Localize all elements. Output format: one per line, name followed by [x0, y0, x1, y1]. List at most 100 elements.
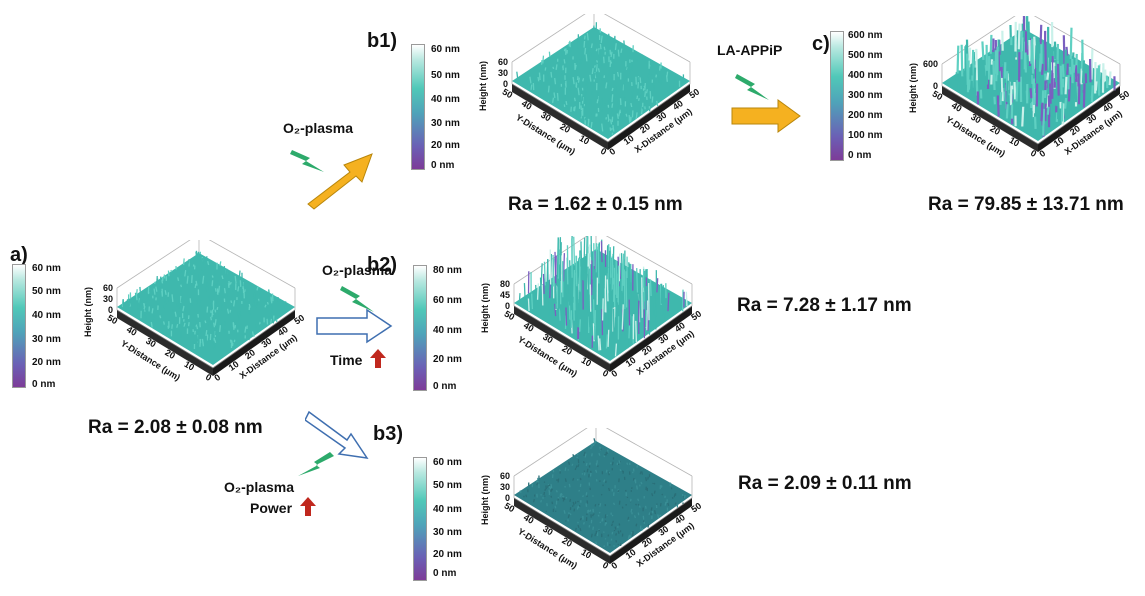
surface-spike	[640, 481, 643, 485]
surface-spike	[551, 97, 555, 103]
z-tick-label: 0	[108, 305, 113, 315]
surface-spike	[651, 493, 654, 497]
x-tick-label: 50	[687, 87, 701, 101]
x-tick-label: 0	[609, 368, 619, 379]
surface-spike	[175, 278, 177, 281]
y-tick-label: 20	[988, 123, 1002, 137]
surface-spike	[516, 71, 519, 79]
surface-spike	[592, 526, 595, 530]
y-tick-label: 0	[601, 368, 610, 379]
surface-spike	[554, 55, 557, 61]
colorbar-b3: 60 nm 50 nm 40 nm 30 nm 20 nm 0 nm	[413, 455, 473, 585]
surface-spike	[143, 302, 146, 308]
orange-arrow-to-b1	[307, 153, 373, 210]
surface-spike	[210, 326, 213, 330]
y-tick-label: 10	[579, 547, 593, 561]
surface-spike	[589, 74, 592, 82]
surface-spike	[612, 125, 615, 132]
surface-spike	[1028, 96, 1032, 104]
surface-spike	[564, 279, 567, 302]
height-axis-label: Height (nm)	[480, 475, 490, 525]
surface-spike	[587, 119, 590, 127]
surface-spike	[1015, 79, 1019, 102]
colorbar-a: 60 nm 50 nm 40 nm 30 nm 20 nm 0 nm	[12, 262, 72, 392]
colorbar-gradient	[830, 31, 844, 161]
surface-spike	[601, 123, 604, 132]
surface-spike	[1005, 104, 1009, 119]
axes-front-edge	[1037, 85, 1121, 145]
surface-spike	[603, 455, 606, 458]
y-tick-label: 50	[503, 309, 517, 323]
surface-spike	[593, 72, 596, 79]
surface-spike	[1042, 108, 1045, 136]
colorbar-tick: 20 nm	[433, 549, 462, 560]
x-tick-label: 20	[640, 535, 654, 549]
surface-spike	[180, 289, 182, 292]
surface-spike	[630, 92, 633, 99]
x-tick-label: 10	[1052, 135, 1066, 149]
surface-spike	[557, 498, 560, 501]
surface-spike	[214, 288, 217, 292]
colorbar-tick: 50 nm	[433, 480, 462, 491]
o2-plasma-text: O₂-plasma	[283, 120, 354, 136]
surface-spike	[569, 498, 572, 502]
surface-spike	[138, 299, 141, 307]
surface-spike	[573, 97, 576, 102]
surface-spike	[177, 277, 180, 282]
surface-spike	[1010, 66, 1014, 86]
surface-spike	[584, 117, 587, 121]
surface-spike	[574, 467, 577, 471]
surface-spike	[560, 255, 563, 293]
surface-spike	[619, 468, 622, 472]
axes-front-edge	[513, 497, 611, 557]
surface-spike	[638, 505, 641, 508]
surface-spike	[577, 327, 580, 340]
y-tick-label: 0	[1029, 148, 1038, 159]
surface-spike	[661, 493, 664, 496]
surface-spike	[1030, 118, 1035, 137]
surface-spike	[1030, 38, 1034, 64]
surface-spike	[1040, 102, 1044, 122]
x-tick-label: 40	[276, 324, 290, 338]
surface-spike	[653, 490, 656, 494]
colorbar-ticks: 80 nm 60 nm 40 nm 20 nm 0 nm	[433, 263, 478, 393]
surface-spike	[1064, 76, 1068, 95]
surface-spike	[229, 339, 232, 343]
surface-spike	[604, 329, 607, 348]
surface-spike	[548, 484, 551, 487]
y-tick-label: 0	[204, 372, 213, 383]
surface-spike	[155, 286, 158, 292]
surface-spike	[563, 59, 566, 64]
surface-spike	[645, 477, 647, 482]
surface-spike	[253, 334, 256, 338]
x-tick-label: 0	[212, 372, 222, 383]
surface-spike	[595, 479, 598, 482]
surface-spike	[532, 498, 535, 503]
surface-spike	[220, 352, 223, 356]
y-tick-label: 40	[522, 320, 536, 334]
panel-label-c: c)	[812, 33, 830, 55]
colorbar-tick: 30 nm	[32, 334, 61, 345]
surface-spike	[601, 106, 604, 113]
surface-spike	[584, 81, 587, 87]
surface-spike	[128, 298, 131, 306]
surface-spike	[540, 499, 542, 503]
y-tick-label: 30	[539, 110, 553, 124]
surface-spike	[221, 275, 224, 280]
y-tick-label: 30	[969, 112, 983, 126]
z-tick-label: 600	[923, 59, 938, 69]
surface-spike	[981, 98, 985, 106]
colorbar-tick: 0 nm	[433, 381, 457, 392]
surface-spike	[564, 478, 567, 482]
lightning-icon	[298, 452, 334, 476]
colorbar-ticks: 60 nm 50 nm 40 nm 30 nm 20 nm 0 nm	[32, 262, 77, 392]
surface-spike	[186, 275, 189, 284]
colorbar-tick: 100 nm	[848, 130, 883, 141]
up-arrow-icon	[370, 349, 386, 368]
surface-spike	[595, 48, 598, 52]
x-tick-label: 20	[640, 343, 654, 357]
y-tick-label: 10	[1007, 135, 1021, 149]
surface-spike	[180, 269, 183, 278]
z-tick-label: 30	[103, 294, 113, 304]
colorbar-ticks: 60 nm 50 nm 40 nm 30 nm 20 nm 0 nm	[433, 455, 478, 585]
